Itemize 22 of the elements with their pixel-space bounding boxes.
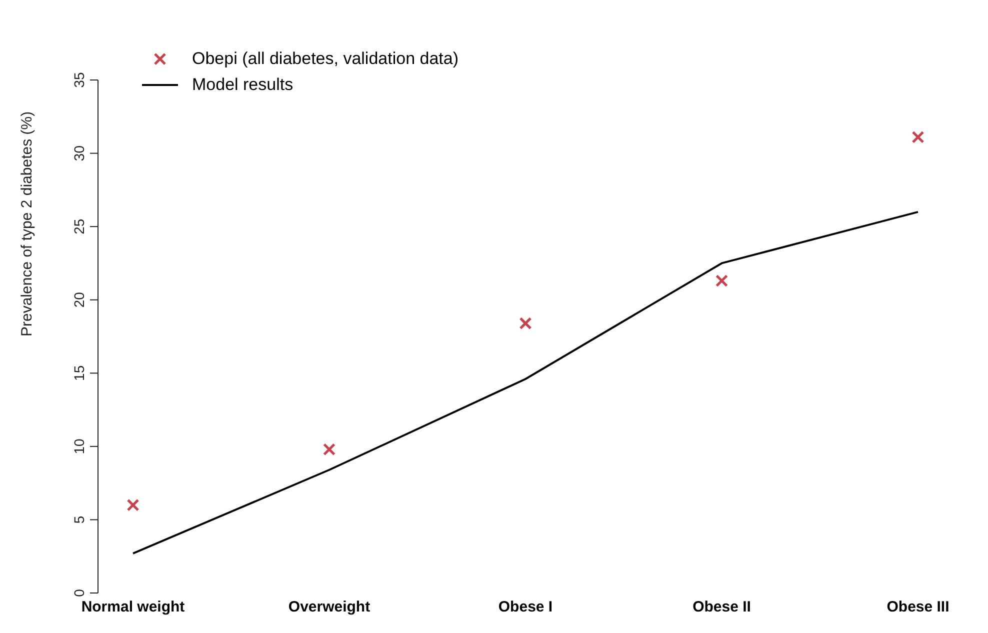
x-tick-label: Normal weight (81, 598, 185, 616)
y-tick-label: 30 (71, 145, 87, 162)
point (716, 274, 728, 288)
x-tick-label: Obese I (498, 598, 553, 616)
y-axis-title: Prevalence of type 2 diabetes (%) (18, 111, 36, 336)
y-tick-label: 10 (71, 438, 87, 454)
x-tick-label: Overweight (288, 598, 370, 616)
y-tick-label: 15 (71, 365, 87, 381)
y-tick-label: 0 (71, 588, 87, 597)
y-tick-label: 5 (71, 516, 87, 524)
x-tick-label: Obese III (886, 598, 950, 616)
x-tick-label: Obese II (692, 598, 751, 616)
y-tick-label: 35 (71, 72, 87, 88)
y-tick-label: 20 (71, 292, 87, 308)
point (126, 498, 140, 512)
point (912, 130, 924, 144)
point (323, 443, 336, 456)
legend-label: Obepi (all diabetes, validation data) (192, 48, 458, 70)
y-tick-label: 25 (71, 218, 87, 234)
legend-label: Model results (192, 74, 294, 96)
line-series (132, 210, 919, 554)
point (519, 317, 532, 330)
